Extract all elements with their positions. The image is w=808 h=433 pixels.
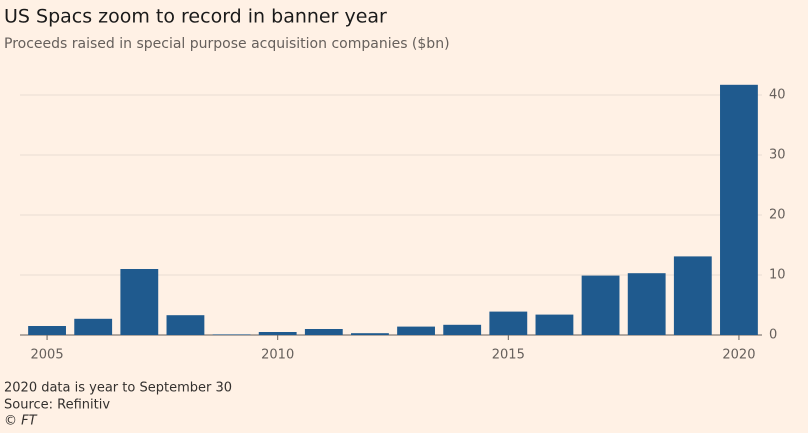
bar <box>258 332 297 335</box>
x-tick-label: 2020 <box>722 348 755 363</box>
bar <box>28 326 66 335</box>
bar <box>443 324 482 335</box>
y-tick-label: 20 <box>769 208 786 223</box>
y-tick-label: 30 <box>769 148 786 163</box>
y-tick-label: 0 <box>769 328 777 343</box>
bar <box>166 315 205 335</box>
note: 2020 data is year to September 30 <box>4 381 232 396</box>
x-tick-label: 2010 <box>261 348 294 363</box>
x-tick-label: 2015 <box>492 348 525 363</box>
bar <box>304 329 343 335</box>
bar <box>397 326 435 335</box>
bar <box>720 84 758 335</box>
bar <box>535 314 574 335</box>
bar <box>74 318 113 335</box>
bar <box>673 256 712 335</box>
bar <box>120 269 159 335</box>
x-tick-label: 2005 <box>31 348 64 363</box>
chart-subtitle: Proceeds raised in special purpose acqui… <box>4 36 450 52</box>
y-tick-label: 10 <box>769 268 786 283</box>
note: © FT <box>4 414 38 429</box>
bar <box>627 273 666 335</box>
bar <box>581 275 620 335</box>
note: Source: Refinitiv <box>4 398 110 413</box>
y-tick-label: 40 <box>769 88 786 103</box>
chart-title: US Spacs zoom to record in banner year <box>4 6 387 28</box>
bar <box>351 333 389 335</box>
bar <box>212 334 251 335</box>
bar <box>489 311 528 335</box>
